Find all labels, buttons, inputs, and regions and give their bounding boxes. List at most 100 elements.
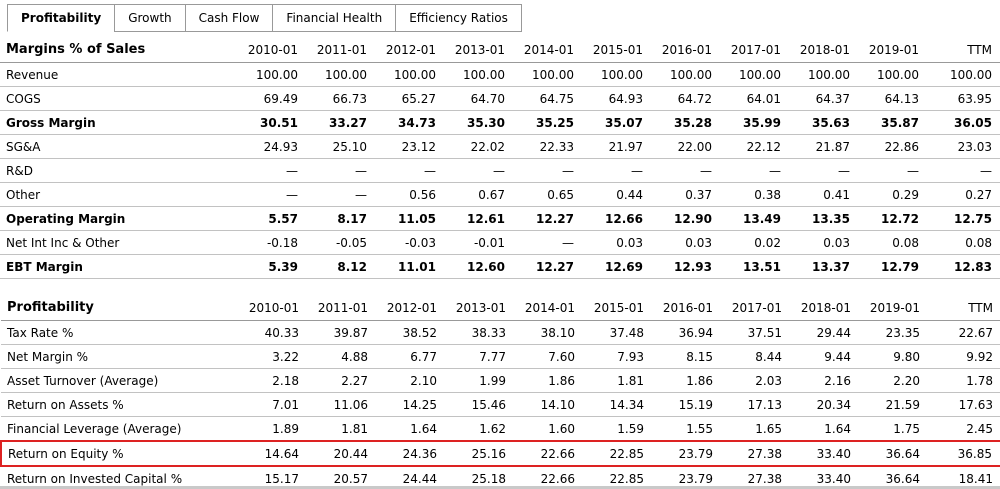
cell: 15.17	[238, 466, 307, 489]
cell: 100.00	[789, 62, 858, 87]
cell: 25.16	[445, 440, 514, 467]
cell: 22.33	[513, 134, 582, 159]
cell: 22.00	[651, 134, 720, 159]
cell: —	[651, 158, 720, 183]
cell: 100.00	[651, 62, 720, 87]
column-header-2014-01: 2014-01	[513, 37, 582, 63]
row-revenue: Revenue 100.00 100.00 100.00 100.00 100.00 100…	[0, 62, 1000, 87]
column-header-2013-01: 2013-01	[445, 295, 514, 321]
cell: 37.48	[583, 320, 652, 345]
cell: 0.44	[582, 182, 651, 207]
cell: 22.85	[583, 440, 652, 467]
cell: —	[582, 158, 651, 183]
cell: 12.72	[858, 206, 927, 231]
row-tax-rate: Tax Rate % 40.33 39.87 38.52 38.33 38.10 37.48…	[1, 320, 1000, 345]
row-label: Net Int Inc & Other	[0, 230, 237, 255]
section-header-row: Margins % of Sales 2010-01 2011-01 2012-01 2…	[0, 37, 1000, 63]
cell: 100.00	[375, 62, 444, 87]
cell: 0.38	[720, 182, 789, 207]
column-header-2016-01: 2016-01	[651, 37, 720, 63]
tab-financial-health[interactable]: Financial Health	[272, 4, 397, 32]
cell: —	[513, 230, 582, 255]
cell: 5.57	[237, 206, 306, 231]
cell: 11.05	[375, 206, 444, 231]
cell: 1.81	[583, 368, 652, 393]
cell: 23.12	[375, 134, 444, 159]
cell: -0.03	[375, 230, 444, 255]
cell: 0.08	[927, 230, 1000, 255]
cell: 13.49	[720, 206, 789, 231]
cell: 2.27	[307, 368, 376, 393]
cell: 14.25	[376, 392, 445, 417]
cell: 0.02	[720, 230, 789, 255]
tab-profitability[interactable]: Profitability	[7, 4, 116, 32]
cell: 38.10	[514, 320, 583, 345]
tab-growth[interactable]: Growth	[114, 4, 186, 32]
cell: 2.45	[928, 416, 1000, 442]
cell: 1.75	[859, 416, 928, 442]
cell: 39.87	[307, 320, 376, 345]
cell: 17.13	[721, 392, 790, 417]
cell: 29.44	[790, 320, 859, 345]
cell: 14.10	[514, 392, 583, 417]
row-label: COGS	[0, 86, 237, 111]
cell: 36.64	[859, 466, 928, 489]
cell: 30.51	[237, 110, 306, 135]
cell: 20.44	[307, 440, 376, 467]
cell: 2.18	[238, 368, 307, 393]
cell: 1.86	[514, 368, 583, 393]
cell: 64.72	[651, 86, 720, 111]
row-label: Gross Margin	[0, 110, 237, 135]
cell: 64.01	[720, 86, 789, 111]
cell: 21.59	[859, 392, 928, 417]
row-label: Tax Rate %	[1, 320, 238, 345]
row-label: Return on Equity %	[0, 440, 238, 467]
cell: 64.37	[789, 86, 858, 111]
cell: 12.27	[513, 206, 582, 231]
cell: 22.02	[444, 134, 513, 159]
row-operating-margin: Operating Margin 5.57 8.17 11.05 12.61 12.27 1…	[0, 206, 1000, 231]
cell: 22.66	[514, 440, 583, 467]
cell: 0.03	[651, 230, 720, 255]
cell: 100.00	[927, 62, 1000, 87]
margins-table: Margins % of Sales 2010-01 2011-01 2012-01 2…	[0, 37, 1000, 279]
cell: 6.77	[376, 344, 445, 369]
cell: 35.07	[582, 110, 651, 135]
cell: 23.79	[652, 466, 721, 489]
cell: 15.46	[445, 392, 514, 417]
cell: 18.41	[928, 466, 1000, 489]
cell: 35.28	[651, 110, 720, 135]
table-gap	[0, 279, 1000, 295]
cell: 23.79	[652, 440, 721, 467]
cell: 12.69	[582, 254, 651, 279]
column-header-ttm: TTM	[927, 37, 1000, 63]
tab-efficiency-ratios[interactable]: Efficiency Ratios	[395, 4, 522, 32]
cell: 7.77	[445, 344, 514, 369]
cell: 13.37	[789, 254, 858, 279]
row-label: Return on Invested Capital %	[1, 466, 238, 489]
cell: 63.95	[927, 86, 1000, 111]
cell: —	[306, 182, 375, 207]
cell: 27.38	[721, 466, 790, 489]
cell: 24.93	[237, 134, 306, 159]
cell: 33.40	[790, 466, 859, 489]
cell: 1.86	[652, 368, 721, 393]
cell: 7.93	[583, 344, 652, 369]
cell: 100.00	[582, 62, 651, 87]
column-header-2014-01: 2014-01	[514, 295, 583, 321]
cell: 12.79	[858, 254, 927, 279]
cell: 64.93	[582, 86, 651, 111]
cell: 1.89	[238, 416, 307, 442]
cell: 8.17	[306, 206, 375, 231]
cell: 25.10	[306, 134, 375, 159]
cell: 12.90	[651, 206, 720, 231]
column-header-2011-01: 2011-01	[306, 37, 375, 63]
column-header-2017-01: 2017-01	[721, 295, 790, 321]
cell: 24.36	[376, 440, 445, 467]
cell: 22.86	[858, 134, 927, 159]
cell: 100.00	[237, 62, 306, 87]
cell: 12.83	[927, 254, 1000, 279]
cell: 0.27	[927, 182, 1000, 207]
cell: 40.33	[238, 320, 307, 345]
tab-cash-flow[interactable]: Cash Flow	[184, 4, 274, 32]
